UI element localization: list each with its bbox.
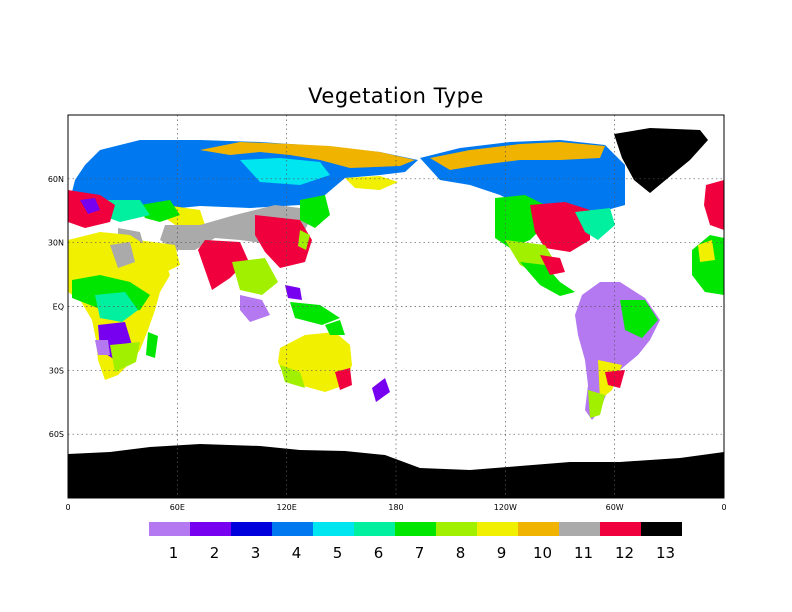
x-tick-label: 0 bbox=[721, 503, 726, 512]
colorbar-label: 6 bbox=[374, 544, 384, 562]
colorbar-swatch bbox=[272, 522, 313, 536]
map-grid bbox=[68, 115, 724, 498]
x-tick-label: 60W bbox=[606, 503, 624, 512]
colorbar-label: 11 bbox=[574, 544, 593, 562]
right-edge-landmass bbox=[692, 180, 724, 295]
colorbar-swatch bbox=[149, 522, 190, 536]
colorbar-swatch bbox=[436, 522, 477, 536]
greenland bbox=[614, 128, 708, 193]
colorbar-label: 1 bbox=[169, 544, 179, 562]
colorbar-label: 9 bbox=[497, 544, 507, 562]
y-tick-label: 30N bbox=[48, 239, 64, 248]
colorbar-label: 2 bbox=[210, 544, 220, 562]
x-tick-label: 120E bbox=[277, 503, 297, 512]
longitude-ticks: 0 60E 120E 180 120W 60W 0 bbox=[65, 503, 726, 512]
x-tick-label: 60E bbox=[170, 503, 185, 512]
x-tick-label: 0 bbox=[65, 503, 70, 512]
colorbar-label: 4 bbox=[292, 544, 302, 562]
colorbar-label: 10 bbox=[533, 544, 552, 562]
colorbar-swatch bbox=[477, 522, 518, 536]
colorbar-swatch bbox=[395, 522, 436, 536]
y-tick-label: 60N bbox=[48, 175, 64, 184]
colorbar-label: 7 bbox=[415, 544, 425, 562]
y-tick-label: 60S bbox=[49, 430, 64, 439]
colorbar-label: 5 bbox=[333, 544, 343, 562]
australia bbox=[278, 320, 390, 402]
colorbar-label: 3 bbox=[251, 544, 261, 562]
africa bbox=[68, 232, 170, 380]
south-america bbox=[575, 282, 660, 420]
colorbar-legend: 1 2 3 4 5 6 7 8 9 10 11 12 13 bbox=[149, 522, 682, 562]
x-tick-label: 180 bbox=[388, 503, 403, 512]
colorbar-swatch bbox=[518, 522, 559, 536]
y-tick-label: EQ bbox=[53, 303, 64, 312]
y-tick-label: 30S bbox=[49, 366, 64, 375]
colorbar-swatch bbox=[313, 522, 354, 536]
latitude-ticks: 60N 30N EQ 30S 60S bbox=[48, 175, 64, 439]
colorbar-swatch bbox=[231, 522, 272, 536]
colorbar-swatch bbox=[641, 522, 682, 536]
colorbar-label: 12 bbox=[615, 544, 634, 562]
colorbar-label: 8 bbox=[456, 544, 466, 562]
map-frame bbox=[67, 114, 725, 499]
north-america bbox=[420, 140, 625, 296]
colorbar-swatch bbox=[559, 522, 600, 536]
map-title: Vegetation Type bbox=[308, 84, 484, 108]
x-tick-label: 120W bbox=[494, 503, 517, 512]
colorbar-swatch bbox=[354, 522, 395, 536]
colorbar-label: 13 bbox=[656, 544, 675, 562]
eurasia bbox=[68, 140, 418, 325]
colorbar-swatch bbox=[600, 522, 641, 536]
colorbar-swatch bbox=[190, 522, 231, 536]
